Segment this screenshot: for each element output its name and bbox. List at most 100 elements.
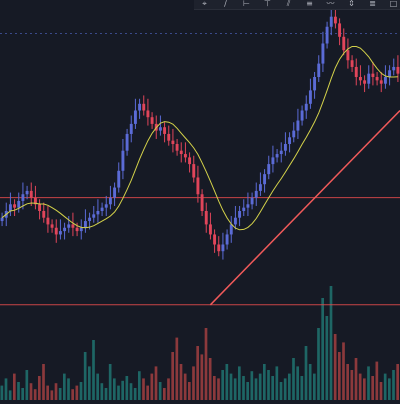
volume-bar <box>379 382 383 400</box>
candle-body <box>179 150 183 155</box>
volume-bar <box>17 382 20 400</box>
candle-body <box>379 80 383 84</box>
volume-bar <box>175 337 179 400</box>
candle-body <box>321 43 325 64</box>
volume-bar <box>29 383 33 400</box>
volume-bar <box>46 385 49 400</box>
candle-body <box>396 66 400 74</box>
candle-body <box>333 16 337 24</box>
candle-body <box>129 123 133 134</box>
volume-bar <box>338 352 341 400</box>
candle-body <box>317 63 321 77</box>
trend-line-icon[interactable]: ∕ <box>224 0 227 8</box>
volume-bar <box>279 382 283 400</box>
candle-body <box>338 23 342 37</box>
parallel-channel-icon[interactable]: ⫽ <box>286 0 291 8</box>
candle-body <box>288 137 292 144</box>
candle-body <box>363 80 367 84</box>
volume-bar <box>196 346 199 400</box>
volume-bar <box>238 366 241 400</box>
horizontal-line-icon[interactable]: ⊢ <box>243 0 250 8</box>
candle-body <box>54 227 58 235</box>
candle-body <box>342 36 346 51</box>
candle-body <box>79 227 83 232</box>
candle-body <box>233 217 237 225</box>
volume-bar <box>267 370 270 400</box>
candle-body <box>8 204 12 211</box>
candle-body <box>371 73 375 77</box>
volume-bar <box>179 364 183 400</box>
candle-body <box>375 77 379 81</box>
candle-body <box>25 190 29 195</box>
volume-bar <box>104 388 108 400</box>
candle-body <box>383 77 387 84</box>
volume-bar <box>258 373 262 400</box>
candle-body <box>200 194 204 211</box>
candle-body <box>63 227 67 232</box>
candle-body <box>196 177 200 195</box>
candle-body <box>83 221 87 228</box>
volume-bar <box>13 373 16 400</box>
volume-bar <box>342 342 345 400</box>
volume-bar <box>367 366 370 400</box>
candle-body <box>367 73 371 84</box>
candle-body <box>304 103 308 111</box>
candle-body <box>92 214 96 218</box>
volume-bar <box>233 378 237 400</box>
volume-bar <box>88 366 91 400</box>
volume-bar <box>117 385 120 400</box>
volume-bar <box>25 370 29 400</box>
horizontal-ray-icon[interactable]: ⊤ <box>264 0 271 8</box>
volume-bar <box>375 361 379 400</box>
candle-body <box>50 224 54 228</box>
text-icon[interactable]: ≣ <box>369 0 376 8</box>
candle-body <box>325 26 329 44</box>
volume-bar <box>146 385 149 400</box>
candle-body <box>71 224 75 228</box>
volume-bar <box>250 371 254 400</box>
candle-body <box>183 154 187 158</box>
candle-body <box>358 77 362 81</box>
volume-bar <box>275 366 279 400</box>
volume-bar <box>100 383 104 400</box>
candle-body <box>58 231 62 235</box>
candle-body <box>388 70 392 77</box>
volume-bar <box>263 364 266 400</box>
candle-body <box>225 234 229 245</box>
volume-bar <box>71 389 74 400</box>
fib-icon[interactable]: ≡ <box>306 0 313 8</box>
volume-bar <box>171 352 174 400</box>
volume-bar <box>121 380 124 400</box>
candle-body <box>300 110 304 121</box>
volume-bar <box>321 298 324 400</box>
shapes-icon[interactable]: □ <box>389 0 398 8</box>
candle-body <box>33 197 37 205</box>
volume-bar <box>325 316 329 400</box>
crosshair-icon[interactable]: ⌖ <box>202 0 207 8</box>
drawing-toolbar: ⌖ ∕ ⊢ ⊤ ⫽ ≡ 〰 ⇕ ≣ □ <box>194 0 400 10</box>
candle-body <box>242 207 246 211</box>
candle-body <box>258 184 262 191</box>
measure-icon[interactable]: ⇕ <box>348 0 355 8</box>
candle-body <box>17 200 21 208</box>
candle-body <box>146 110 150 118</box>
volume-bar <box>150 373 154 400</box>
volume-bar <box>350 370 354 400</box>
candle-body <box>29 190 33 198</box>
candle-body <box>217 244 221 252</box>
volume-bar <box>292 358 295 400</box>
volume-bar <box>225 364 229 400</box>
wave-pattern-icon[interactable]: 〰 <box>326 0 335 8</box>
volume-bar <box>63 373 66 400</box>
candle-body <box>117 170 121 188</box>
candle-body <box>42 211 46 218</box>
volume-bar <box>158 382 162 400</box>
candle-body <box>67 224 71 228</box>
candle-body <box>171 140 175 144</box>
candle-body <box>275 154 279 158</box>
volume-bar <box>163 388 166 400</box>
candle-body <box>283 144 287 151</box>
candle-body <box>75 227 79 232</box>
